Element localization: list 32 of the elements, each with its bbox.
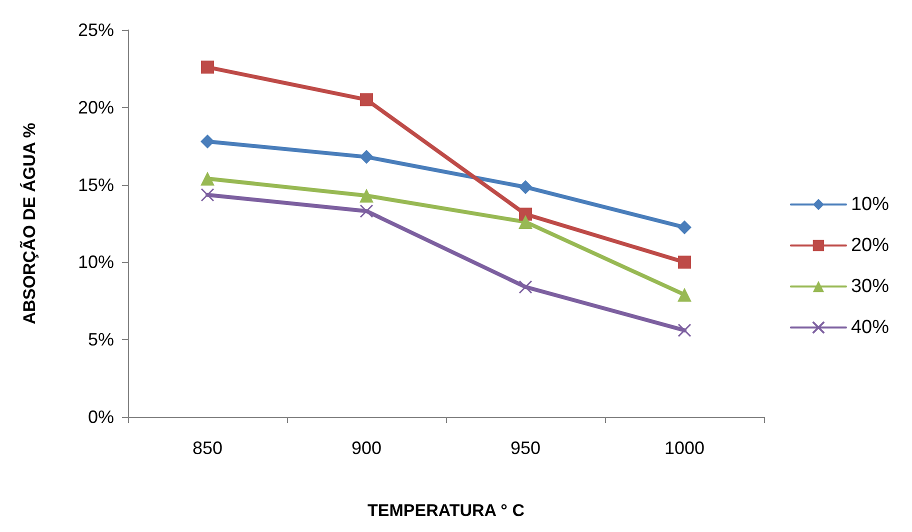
- point: [678, 324, 692, 338]
- x-axis-title: TEMPERATURA ° C: [368, 501, 524, 520]
- point: [678, 288, 692, 302]
- y-tick-label: 20%: [78, 97, 114, 118]
- point: [360, 150, 374, 164]
- y-tick-label: 5%: [88, 330, 114, 350]
- y-tick-label: 0%: [88, 407, 114, 427]
- point: [360, 204, 374, 218]
- point: [518, 180, 532, 194]
- legend-label: 20%: [850, 235, 890, 256]
- point: [519, 208, 532, 221]
- point: [518, 214, 532, 229]
- point: [200, 172, 214, 186]
- x-tick-label: 850: [192, 438, 223, 458]
- point: [518, 280, 532, 294]
- y-tick-label: 25%: [78, 20, 114, 40]
- legend-label: 30%: [850, 276, 890, 297]
- point: [200, 134, 214, 148]
- legend-label: 10%: [850, 194, 890, 215]
- y-axis-title: ABSORÇÃO DE ÁGUA %: [19, 122, 39, 324]
- x-tick-label: 950: [510, 438, 541, 458]
- point: [360, 93, 373, 106]
- legend-label: 40%: [850, 317, 890, 338]
- point: [678, 256, 691, 269]
- point: [360, 188, 374, 203]
- point: [678, 220, 692, 234]
- y-tick-label: 15%: [78, 174, 114, 195]
- y-tick-label: 10%: [78, 252, 114, 272]
- x-tick-label: 1000: [664, 438, 705, 458]
- point: [200, 188, 214, 202]
- point: [201, 60, 214, 74]
- x-tick-label: 900: [351, 438, 382, 458]
